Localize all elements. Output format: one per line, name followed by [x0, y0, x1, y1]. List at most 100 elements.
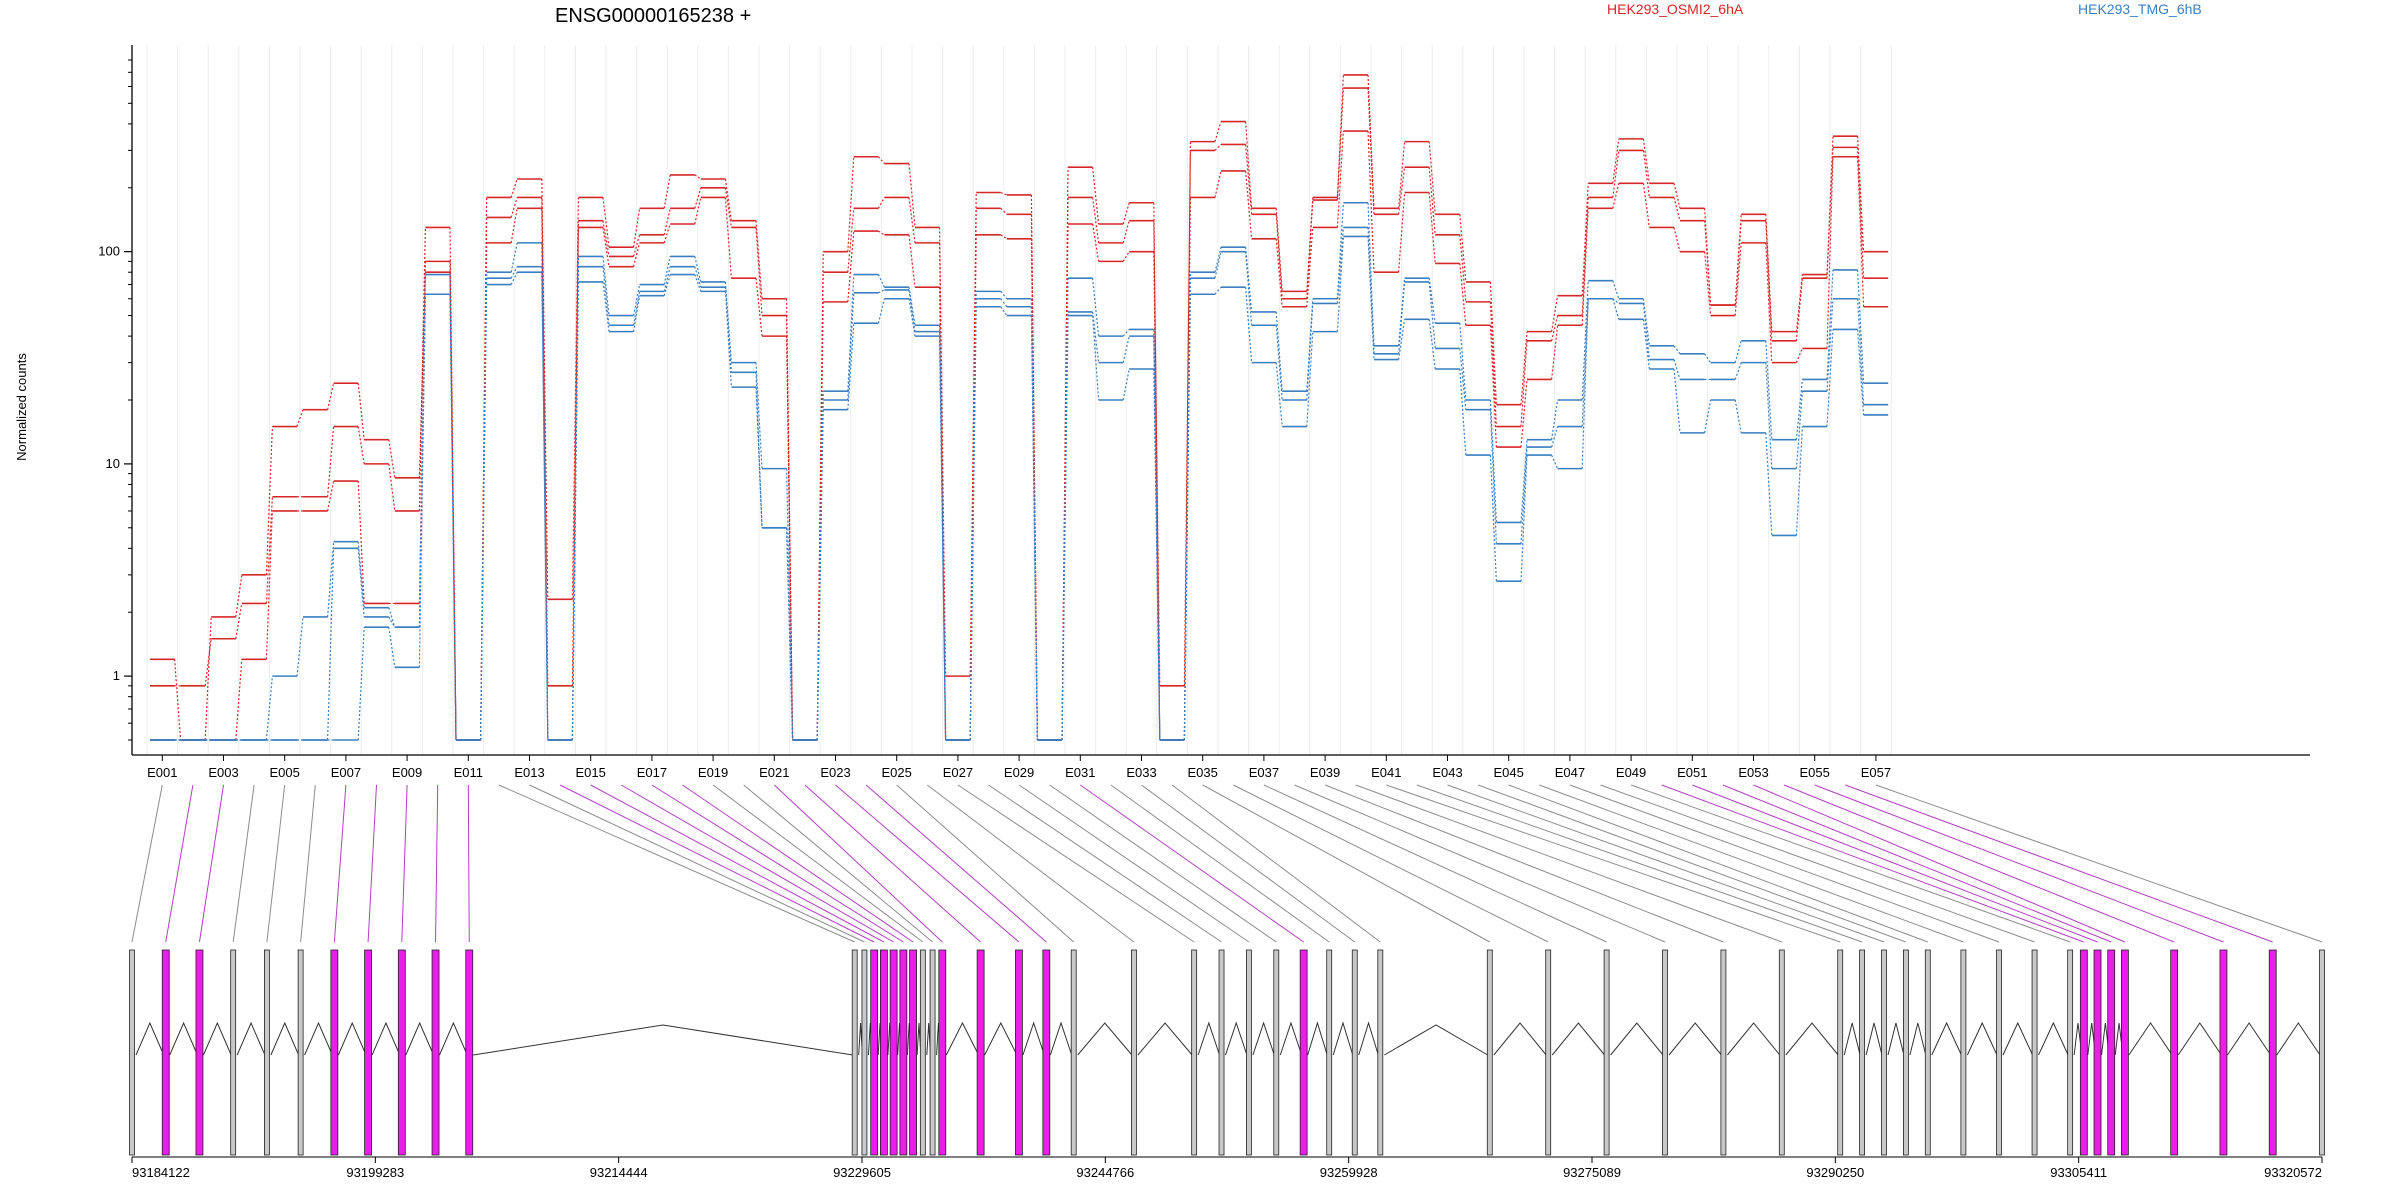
exon-box [2268, 949, 2277, 1156]
series-connector [1612, 280, 1620, 299]
series-connector [602, 197, 610, 248]
series-connector [1122, 335, 1130, 363]
series-connector [602, 266, 610, 326]
x-tick-label: E041 [1371, 765, 1401, 780]
exon-connector [529, 784, 865, 943]
exon-box [1042, 949, 1051, 1156]
series-connector [265, 676, 273, 741]
series-connector [1275, 311, 1283, 392]
coordinate-label: 93290250 [1806, 1165, 1864, 1180]
exon-box [861, 949, 868, 1156]
x-tick-label: E023 [820, 765, 850, 780]
exon-connector [131, 784, 163, 943]
series-connector [1122, 329, 1130, 337]
x-tick-label: E015 [576, 765, 606, 780]
series-connector [939, 336, 947, 741]
x-axis-ticks: E001 E003 E005 E007 E009 E011 E013 E015 E017 E019… [147, 755, 1891, 780]
exon-box [161, 949, 170, 1156]
intron-line [304, 1021, 333, 1056]
x-tick-label: E047 [1555, 765, 1585, 780]
intron-line [1610, 1022, 1664, 1056]
series-connector [296, 616, 304, 677]
series-connector [1183, 197, 1191, 741]
series-connector [1214, 286, 1222, 295]
exon-box [1131, 949, 1137, 1156]
exon-box [1218, 949, 1225, 1156]
intron-line [1865, 1022, 1883, 1056]
series-connector [755, 227, 763, 316]
series-connector [1428, 167, 1436, 235]
series-connector [1551, 315, 1559, 341]
coordinate-label: 93259928 [1320, 1165, 1378, 1180]
exon-box [2120, 949, 2129, 1156]
exon-connector [1233, 784, 1549, 943]
exon-connector [1171, 784, 1381, 943]
coordinate-label: 93244766 [1076, 1165, 1134, 1180]
series-connector [1673, 227, 1681, 252]
exon-box [1070, 949, 1077, 1156]
intron-line [945, 1021, 980, 1056]
coordinate-label: 93320572 [2264, 1165, 2322, 1180]
series-connector [1214, 247, 1222, 273]
series-connector [327, 383, 335, 410]
x-tick-label: E017 [637, 765, 667, 780]
series-connector [908, 287, 916, 326]
series-connector [724, 178, 732, 221]
intron-line [984, 1021, 1018, 1056]
series-connector [1245, 121, 1253, 209]
intron-line [1049, 1021, 1073, 1056]
series-connector [1092, 311, 1100, 363]
series-connector [1642, 183, 1650, 228]
exon-connector [1294, 784, 1666, 943]
exon-connector [232, 784, 255, 943]
exon-connector [682, 784, 914, 943]
x-tick-label: E051 [1677, 765, 1707, 780]
intron-line [169, 1021, 198, 1056]
series-connector [1275, 362, 1283, 427]
x-tick-label: E037 [1249, 765, 1279, 780]
series-connector [1398, 319, 1406, 360]
series-connector [1489, 301, 1497, 427]
intron-line [1137, 1022, 1193, 1056]
series-connector [633, 208, 641, 248]
exon-box [938, 949, 947, 1156]
intron-line [1384, 1024, 1489, 1056]
exon-connector [1141, 784, 1356, 943]
exon-box [899, 949, 908, 1156]
exon-box [2219, 949, 2228, 1156]
exon-box [976, 949, 985, 1156]
axes: 1 10 100 [98, 45, 2310, 756]
exon-connector [590, 784, 885, 943]
exon-box [431, 949, 440, 1156]
series-connector [1000, 191, 1008, 196]
exon-box [1924, 949, 1931, 1156]
series-connector [1245, 247, 1253, 312]
series-connector [786, 527, 794, 741]
series-connector [694, 266, 702, 288]
series-connector [1336, 202, 1344, 299]
exon-box [1859, 949, 1865, 1156]
series-connector [663, 223, 671, 244]
series-connector [1275, 325, 1283, 401]
exon-connector [1814, 784, 2224, 943]
exon-connector [1661, 784, 2085, 943]
exon-connector [467, 784, 470, 943]
exon-connector [1049, 784, 1277, 943]
series-connector [1489, 455, 1497, 582]
series-connector [663, 266, 671, 292]
intron-line [2038, 1021, 2069, 1056]
exon-connector [435, 784, 439, 943]
exon-connector [333, 784, 347, 943]
exon-box [1273, 949, 1280, 1156]
intron-line [135, 1021, 165, 1056]
series-connector [1061, 315, 1069, 741]
exon-box [1191, 949, 1198, 1156]
exon-box [909, 949, 917, 1156]
series-connector [357, 541, 365, 608]
coordinate-label: 93229605 [833, 1165, 891, 1180]
series-connector [908, 289, 916, 332]
series-connector [1030, 315, 1038, 741]
x-tick-label: E025 [882, 765, 912, 780]
x-tick-label: E027 [943, 765, 973, 780]
series-connector [847, 274, 855, 392]
